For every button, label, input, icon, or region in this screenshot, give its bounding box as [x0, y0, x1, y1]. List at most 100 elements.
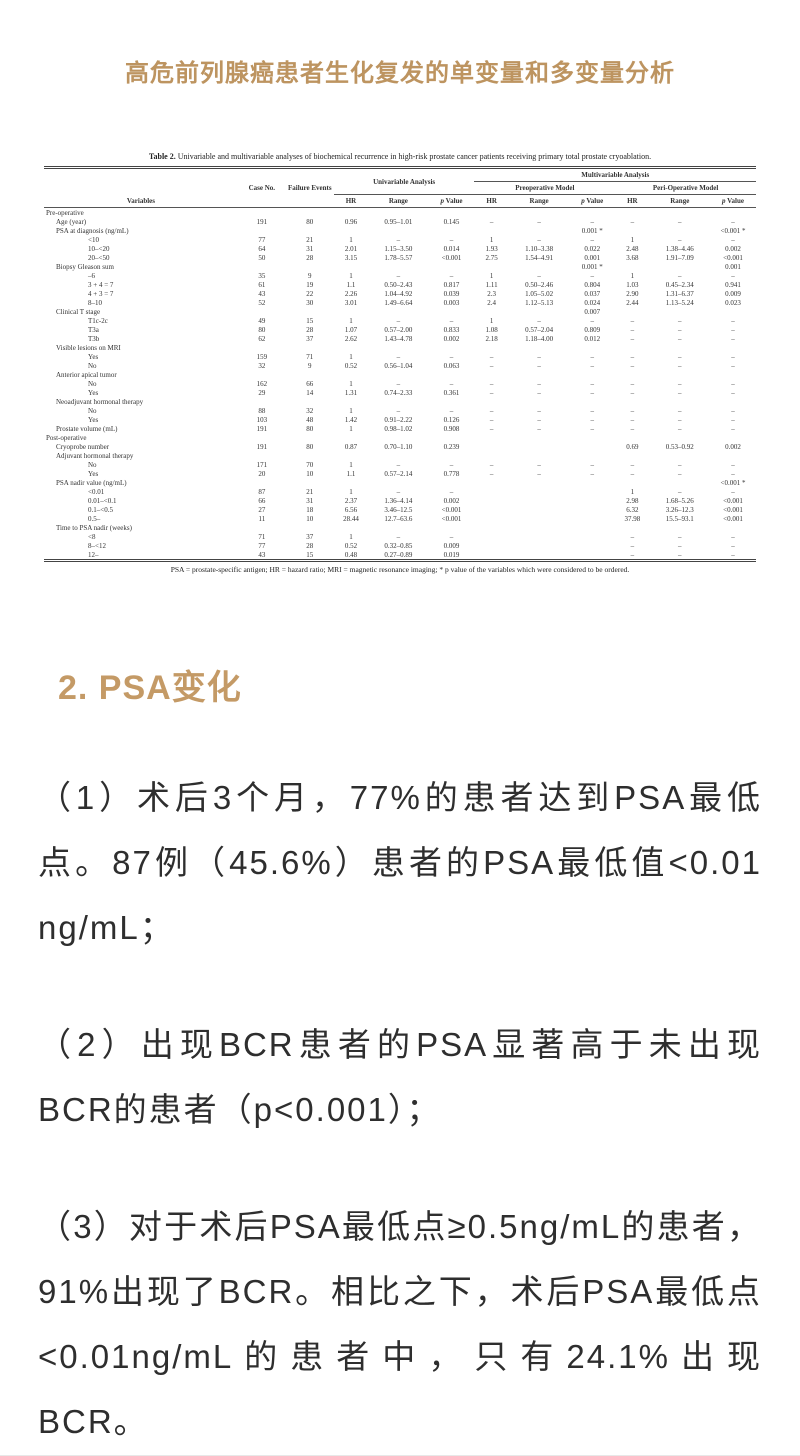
row-label: Yes — [88, 352, 99, 361]
row-cell — [368, 343, 428, 352]
row-cell: – — [449, 532, 454, 541]
row-cell — [615, 262, 649, 271]
row-cell — [650, 262, 710, 271]
row-cell — [429, 307, 475, 316]
row-cell: 171 — [256, 460, 268, 469]
table-row: Biopsy Gleason sum 0.001 * 0.001 — [44, 262, 756, 271]
row-cell: 48 — [306, 415, 314, 424]
row-cell: 1.38–4.46 — [665, 244, 694, 253]
row-cell: – — [731, 532, 735, 541]
row-cell: 10 — [306, 469, 314, 478]
row-cell — [509, 262, 569, 271]
row-cell: 1.1 — [346, 469, 356, 478]
row-cell — [474, 370, 508, 379]
row-cell — [650, 208, 710, 218]
row-cell: 62 — [258, 334, 266, 343]
row-cell: – — [489, 415, 494, 424]
row-cell: – — [630, 334, 635, 343]
row-cell: – — [396, 316, 401, 325]
row-cell: 20 — [258, 469, 266, 478]
row-label: Age (year) — [56, 217, 87, 226]
row-cell — [286, 307, 334, 316]
row-cell: 9 — [308, 271, 312, 280]
row-cell — [650, 451, 710, 460]
col-header-case-no: Case No. — [237, 167, 286, 208]
row-label: Adjuvant hormonal therapy — [56, 451, 134, 460]
row-cell: 2.37 — [344, 496, 358, 505]
row-cell: – — [396, 460, 401, 469]
row-cell: 1.08 — [485, 325, 498, 334]
row-cell: – — [630, 406, 635, 415]
row-cell — [286, 262, 334, 271]
body-text: （1）术后3个月，77%的患者达到PSA最低点。87例（45.6%）患者的PSA… — [38, 765, 762, 1454]
row-cell: – — [590, 361, 594, 370]
row-cell: – — [489, 361, 494, 370]
row-cell: 1 — [349, 406, 353, 415]
row-cell — [474, 433, 508, 442]
table-caption: Table 2. Univariable and multivariable a… — [54, 152, 746, 162]
row-cell: – — [630, 325, 635, 334]
row-cell: 0.009 — [725, 289, 741, 298]
table-row: 4 + 3 = 7 43 22 2.26 1.04–4.92 0.039 2.3 1.05–5… — [44, 289, 756, 298]
row-cell — [569, 442, 615, 451]
row-cell — [474, 541, 508, 550]
row-cell: 21 — [306, 235, 314, 244]
table-row: PSA at diagnosis (ng/mL) 0.001 * <0.001 * — [44, 226, 756, 235]
row-cell: 0.007 — [584, 307, 601, 316]
row-cell: – — [678, 217, 682, 226]
row-cell: 1 — [489, 316, 494, 325]
row-cell: 0.45–2.34 — [665, 280, 694, 289]
row-cell: – — [678, 379, 682, 388]
table-row: Adjuvant hormonal therapy — [44, 451, 756, 460]
row-cell: – — [630, 217, 635, 226]
row-cell: – — [731, 415, 735, 424]
row-cell: 10 — [306, 514, 314, 523]
row-cell: – — [678, 424, 682, 433]
row-cell: 1 — [349, 424, 353, 433]
row-cell: 1 — [630, 271, 635, 280]
row-cell: – — [590, 217, 594, 226]
row-cell — [615, 343, 649, 352]
row-label: 8–10 — [88, 298, 102, 307]
row-cell: – — [630, 460, 635, 469]
row-cell: 0.126 — [443, 415, 460, 424]
row-cell: – — [590, 460, 594, 469]
row-label: Yes — [88, 388, 99, 397]
row-cell: 159 — [256, 352, 268, 361]
row-cell: – — [731, 235, 735, 244]
row-cell: – — [731, 334, 735, 343]
row-cell: – — [678, 532, 682, 541]
row-cell — [650, 397, 710, 406]
row-cell: 21 — [306, 487, 314, 496]
row-cell — [509, 433, 569, 442]
row-cell: 0.023 — [725, 298, 741, 307]
col-header-preop-model: Preoperative Model — [474, 181, 616, 195]
row-cell: <0.001 — [441, 253, 462, 262]
row-cell: – — [630, 361, 635, 370]
row-cell: – — [731, 487, 735, 496]
row-cell: 3.01 — [344, 298, 358, 307]
row-cell: 0.32–0.85 — [384, 541, 413, 550]
row-cell: <0.001 * — [720, 226, 746, 235]
row-cell — [569, 433, 615, 442]
row-cell: – — [590, 388, 594, 397]
row-cell — [474, 487, 508, 496]
row-cell — [650, 433, 710, 442]
row-cell — [509, 496, 569, 505]
row-cell — [334, 370, 368, 379]
table-row: 8–10 52 30 3.01 1.49–6.64 0.003 2.4 1.12–5.13 0.… — [44, 298, 756, 307]
row-cell: 0.809 — [584, 325, 601, 334]
row-label: Prostate volume (mL) — [56, 424, 118, 433]
row-cell: 1.13–5.24 — [665, 298, 694, 307]
col-header-hr: HR — [615, 194, 650, 208]
row-cell: – — [537, 379, 541, 388]
row-cell: – — [630, 469, 635, 478]
row-cell — [238, 478, 286, 487]
row-cell: – — [489, 388, 494, 397]
row-cell: 0.002 — [725, 442, 741, 451]
row-cell — [368, 397, 428, 406]
row-cell: – — [396, 406, 401, 415]
col-header-variables: Variables — [44, 167, 238, 208]
row-cell: 1 — [630, 235, 635, 244]
row-cell: 15 — [306, 316, 314, 325]
